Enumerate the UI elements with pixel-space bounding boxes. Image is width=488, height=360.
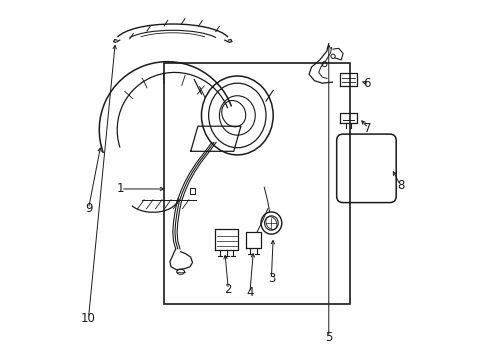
Text: 5: 5	[325, 330, 332, 343]
Text: 3: 3	[267, 272, 275, 285]
Bar	[163, 63, 349, 304]
Text: 4: 4	[245, 287, 253, 300]
Text: 10: 10	[81, 311, 96, 325]
Text: 9: 9	[84, 202, 92, 215]
Text: 2: 2	[224, 283, 232, 296]
Text: 6: 6	[362, 77, 369, 90]
Text: 7: 7	[364, 122, 371, 135]
Text: 1: 1	[117, 183, 124, 195]
Text: 8: 8	[396, 179, 404, 192]
